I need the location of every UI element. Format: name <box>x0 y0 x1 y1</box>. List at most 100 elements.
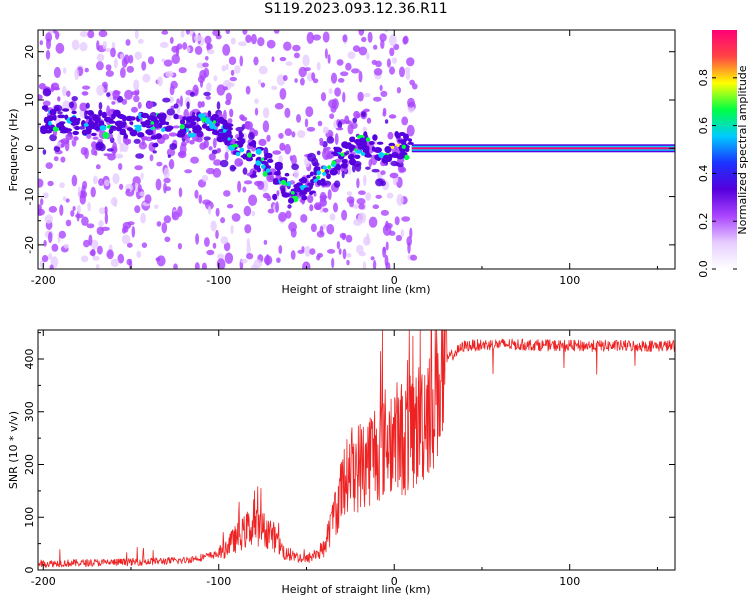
ridge-blob <box>182 116 187 120</box>
noise-blob <box>203 91 211 97</box>
noise-blob <box>65 133 73 140</box>
noise-blob <box>290 228 297 238</box>
ridge-hotspot <box>290 191 295 195</box>
noise-blob <box>221 65 227 72</box>
noise-blob <box>351 68 360 74</box>
noise-blob <box>41 255 49 263</box>
noise-blob <box>365 166 371 170</box>
noise-blob <box>278 155 284 163</box>
noise-blob <box>90 186 96 198</box>
noise-blob <box>55 42 65 54</box>
noise-blob <box>82 85 91 90</box>
noise-blob <box>166 108 176 116</box>
noise-blob <box>346 191 353 197</box>
noise-blob <box>204 237 210 247</box>
noise-blob <box>45 162 53 170</box>
noise-blob <box>357 91 364 102</box>
noise-blob <box>230 166 237 170</box>
ridge-blob <box>119 116 126 120</box>
noise-blob <box>380 39 385 49</box>
ridge-blob <box>354 154 361 159</box>
noise-blob <box>55 30 60 40</box>
noise-blob <box>284 128 292 137</box>
noise-blob <box>385 241 389 251</box>
noise-blob <box>297 249 305 254</box>
noise-blob <box>220 217 226 224</box>
ridge-blob <box>388 142 396 147</box>
noise-blob <box>38 83 47 90</box>
noise-blob <box>138 141 147 150</box>
ridge-blob <box>120 128 127 136</box>
noise-blob <box>267 208 275 214</box>
ridge-hotspot <box>322 171 327 176</box>
noise-blob <box>226 204 234 209</box>
noise-blob <box>45 49 51 60</box>
ridge-blob <box>176 132 185 138</box>
snr-panel: -200 -100 0 100 0 100 200 300 400 Height of stra… <box>7 329 676 596</box>
colorbar: 0.0 0.2 0.4 0.6 0.8 Normalized spectral ampl… <box>697 30 749 278</box>
ridge-blob <box>59 130 69 134</box>
noise-blob <box>216 258 226 269</box>
noise-blob <box>271 85 278 90</box>
noise-blob <box>246 243 251 256</box>
noise-blob <box>379 84 383 91</box>
noise-blob <box>362 261 367 269</box>
noise-blob <box>320 92 327 102</box>
ridge-blob <box>211 130 220 136</box>
ridge-blob <box>117 123 125 129</box>
ridge-blob <box>209 123 216 130</box>
ridge-blob <box>273 171 280 176</box>
noise-blob <box>48 206 58 213</box>
noise-blob <box>117 133 122 145</box>
ridge-blob <box>70 122 78 126</box>
noise-blob <box>322 207 329 213</box>
colorbar-tick-label: 0.6 <box>697 117 710 135</box>
noise-blob <box>224 252 234 264</box>
noise-blob <box>216 101 221 110</box>
ridge-blob <box>273 181 280 185</box>
ridge-blob <box>140 112 150 119</box>
noise-blob <box>272 150 282 155</box>
noise-blob <box>75 213 84 219</box>
noise-blob <box>114 153 124 159</box>
noise-blob <box>198 194 203 204</box>
ridge-hotspot <box>150 121 155 125</box>
colorbar-label: Normalized spectral amplitude <box>736 65 749 234</box>
noise-blob <box>170 80 178 89</box>
spectrogram-y-axis-label: Frequency (Hz) <box>7 109 20 192</box>
colorbar-tick-label: 0.4 <box>697 165 710 183</box>
ridge-blob <box>336 148 343 152</box>
ridge-blob <box>357 144 366 150</box>
noise-blob <box>131 226 136 238</box>
noise-blob <box>373 96 382 102</box>
y-tick-label: 300 <box>23 401 36 422</box>
ridge-blob <box>152 119 160 124</box>
noise-blob <box>311 72 316 81</box>
noise-blob <box>96 226 105 236</box>
y-tick-label: 0 <box>23 567 36 574</box>
ridge-blob <box>364 145 370 152</box>
noise-blob <box>347 123 354 135</box>
noise-blob <box>300 77 305 86</box>
noise-blob <box>134 165 143 171</box>
ridge-blob <box>145 129 152 135</box>
noise-blob <box>324 48 328 59</box>
noise-blob <box>388 114 397 119</box>
ridge-blob <box>334 163 342 171</box>
noise-blob <box>105 70 114 77</box>
noise-blob <box>140 172 144 180</box>
noise-blob <box>394 216 400 226</box>
ridge-blob <box>155 133 162 140</box>
ridge-blob <box>217 132 226 138</box>
ridge-blob <box>217 116 225 124</box>
ridge-blob <box>74 125 80 131</box>
noise-blob <box>291 163 299 170</box>
ridge-hotspot <box>152 126 156 130</box>
noise-blob <box>293 169 299 179</box>
noise-blob <box>68 101 75 109</box>
noise-blob <box>171 54 180 65</box>
noise-blob <box>396 87 401 94</box>
ridge-hotspot <box>313 179 318 183</box>
noise-blob <box>312 34 321 41</box>
noise-blob <box>257 79 262 85</box>
